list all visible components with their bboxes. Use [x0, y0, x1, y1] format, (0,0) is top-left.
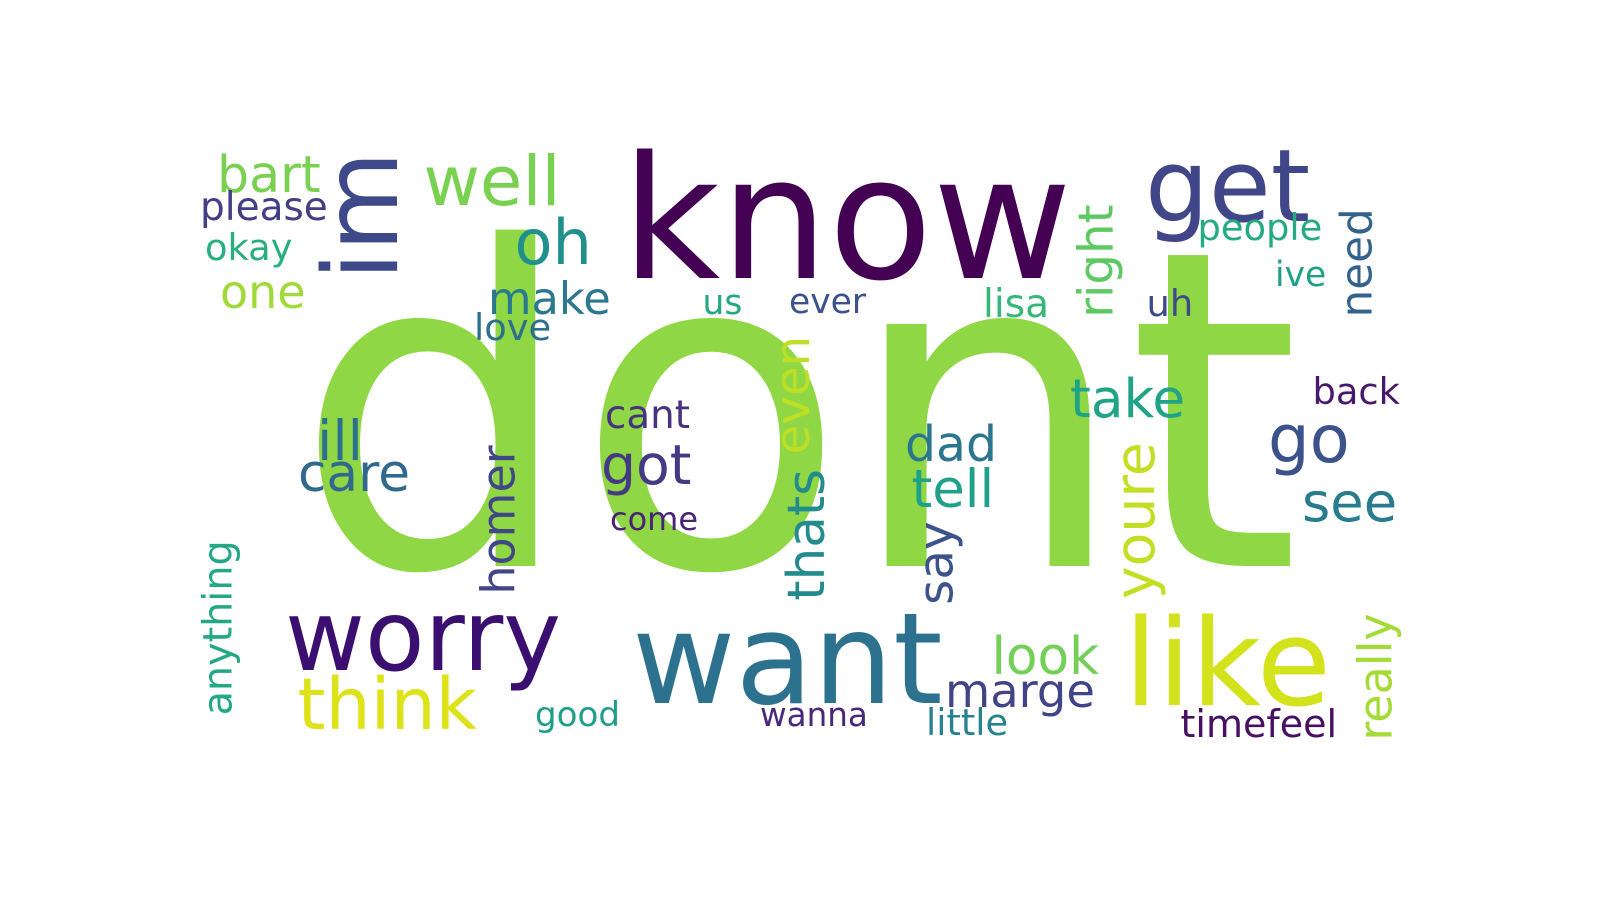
cloud-word-dad: dad	[905, 416, 998, 473]
cloud-word-really: really	[1348, 613, 1403, 741]
cloud-word-right: right	[1068, 204, 1125, 318]
cloud-word-anything: anything	[195, 539, 242, 715]
cloud-word-look: look	[991, 626, 1100, 687]
cloud-word-see: see	[1302, 471, 1398, 534]
cloud-word-know: know	[621, 120, 1073, 319]
cloud-word-wanna: wanna	[760, 695, 868, 734]
cloud-word-please: please	[200, 184, 328, 230]
cloud-word-marge: marge	[945, 663, 1095, 718]
cloud-word-come: come	[610, 499, 699, 538]
cloud-word-homer: homer	[471, 445, 526, 595]
cloud-word-take: take	[1070, 367, 1186, 430]
cloud-word-us: us	[702, 282, 743, 323]
cloud-word-thats: thats	[776, 468, 837, 601]
cloud-word-need: need	[1331, 208, 1383, 318]
cloud-word-make: make	[488, 273, 611, 325]
cloud-word-like: like	[1124, 594, 1332, 734]
cloud-word-worry: worry	[285, 579, 562, 694]
cloud-word-got: got	[601, 433, 692, 498]
cloud-word-back: back	[1312, 369, 1400, 413]
cloud-word-ill: ill	[317, 409, 363, 474]
cloud-word-love: love	[474, 305, 552, 349]
cloud-word-people: people	[1197, 205, 1323, 249]
cloud-word-lisa: lisa	[983, 281, 1050, 327]
cloud-word-little: little	[926, 700, 1009, 744]
cloud-word-ive: ive	[1275, 254, 1327, 295]
cloud-word-okay: okay	[205, 225, 293, 269]
cloud-word-bart: bart	[217, 144, 321, 204]
cloud-word-think: think	[297, 662, 477, 746]
cloud-word-oh: oh	[514, 206, 592, 279]
cloud-word-go: go	[1268, 402, 1350, 478]
cloud-word-get: get	[1145, 128, 1311, 245]
cloud-word-good: good	[535, 695, 620, 735]
cloud-word-ever: ever	[789, 281, 867, 322]
cloud-word-well: well	[423, 141, 561, 222]
cloud-word-timefeel: timefeel	[1180, 701, 1338, 746]
cloud-word-one: one	[220, 265, 306, 319]
cloud-word-uh: uh	[1146, 281, 1194, 325]
cloud-word-tell: tell	[911, 458, 995, 520]
cloud-word-dont: dont	[294, 156, 1301, 671]
cloud-word-cant: cant	[605, 392, 690, 438]
cloud-word-care: care	[298, 443, 411, 504]
cloud-word-even: even	[764, 335, 821, 455]
cloud-word-want: want	[632, 585, 943, 733]
cloud-word-say: say	[908, 520, 965, 605]
cloud-word-youre: youre	[1103, 441, 1168, 599]
